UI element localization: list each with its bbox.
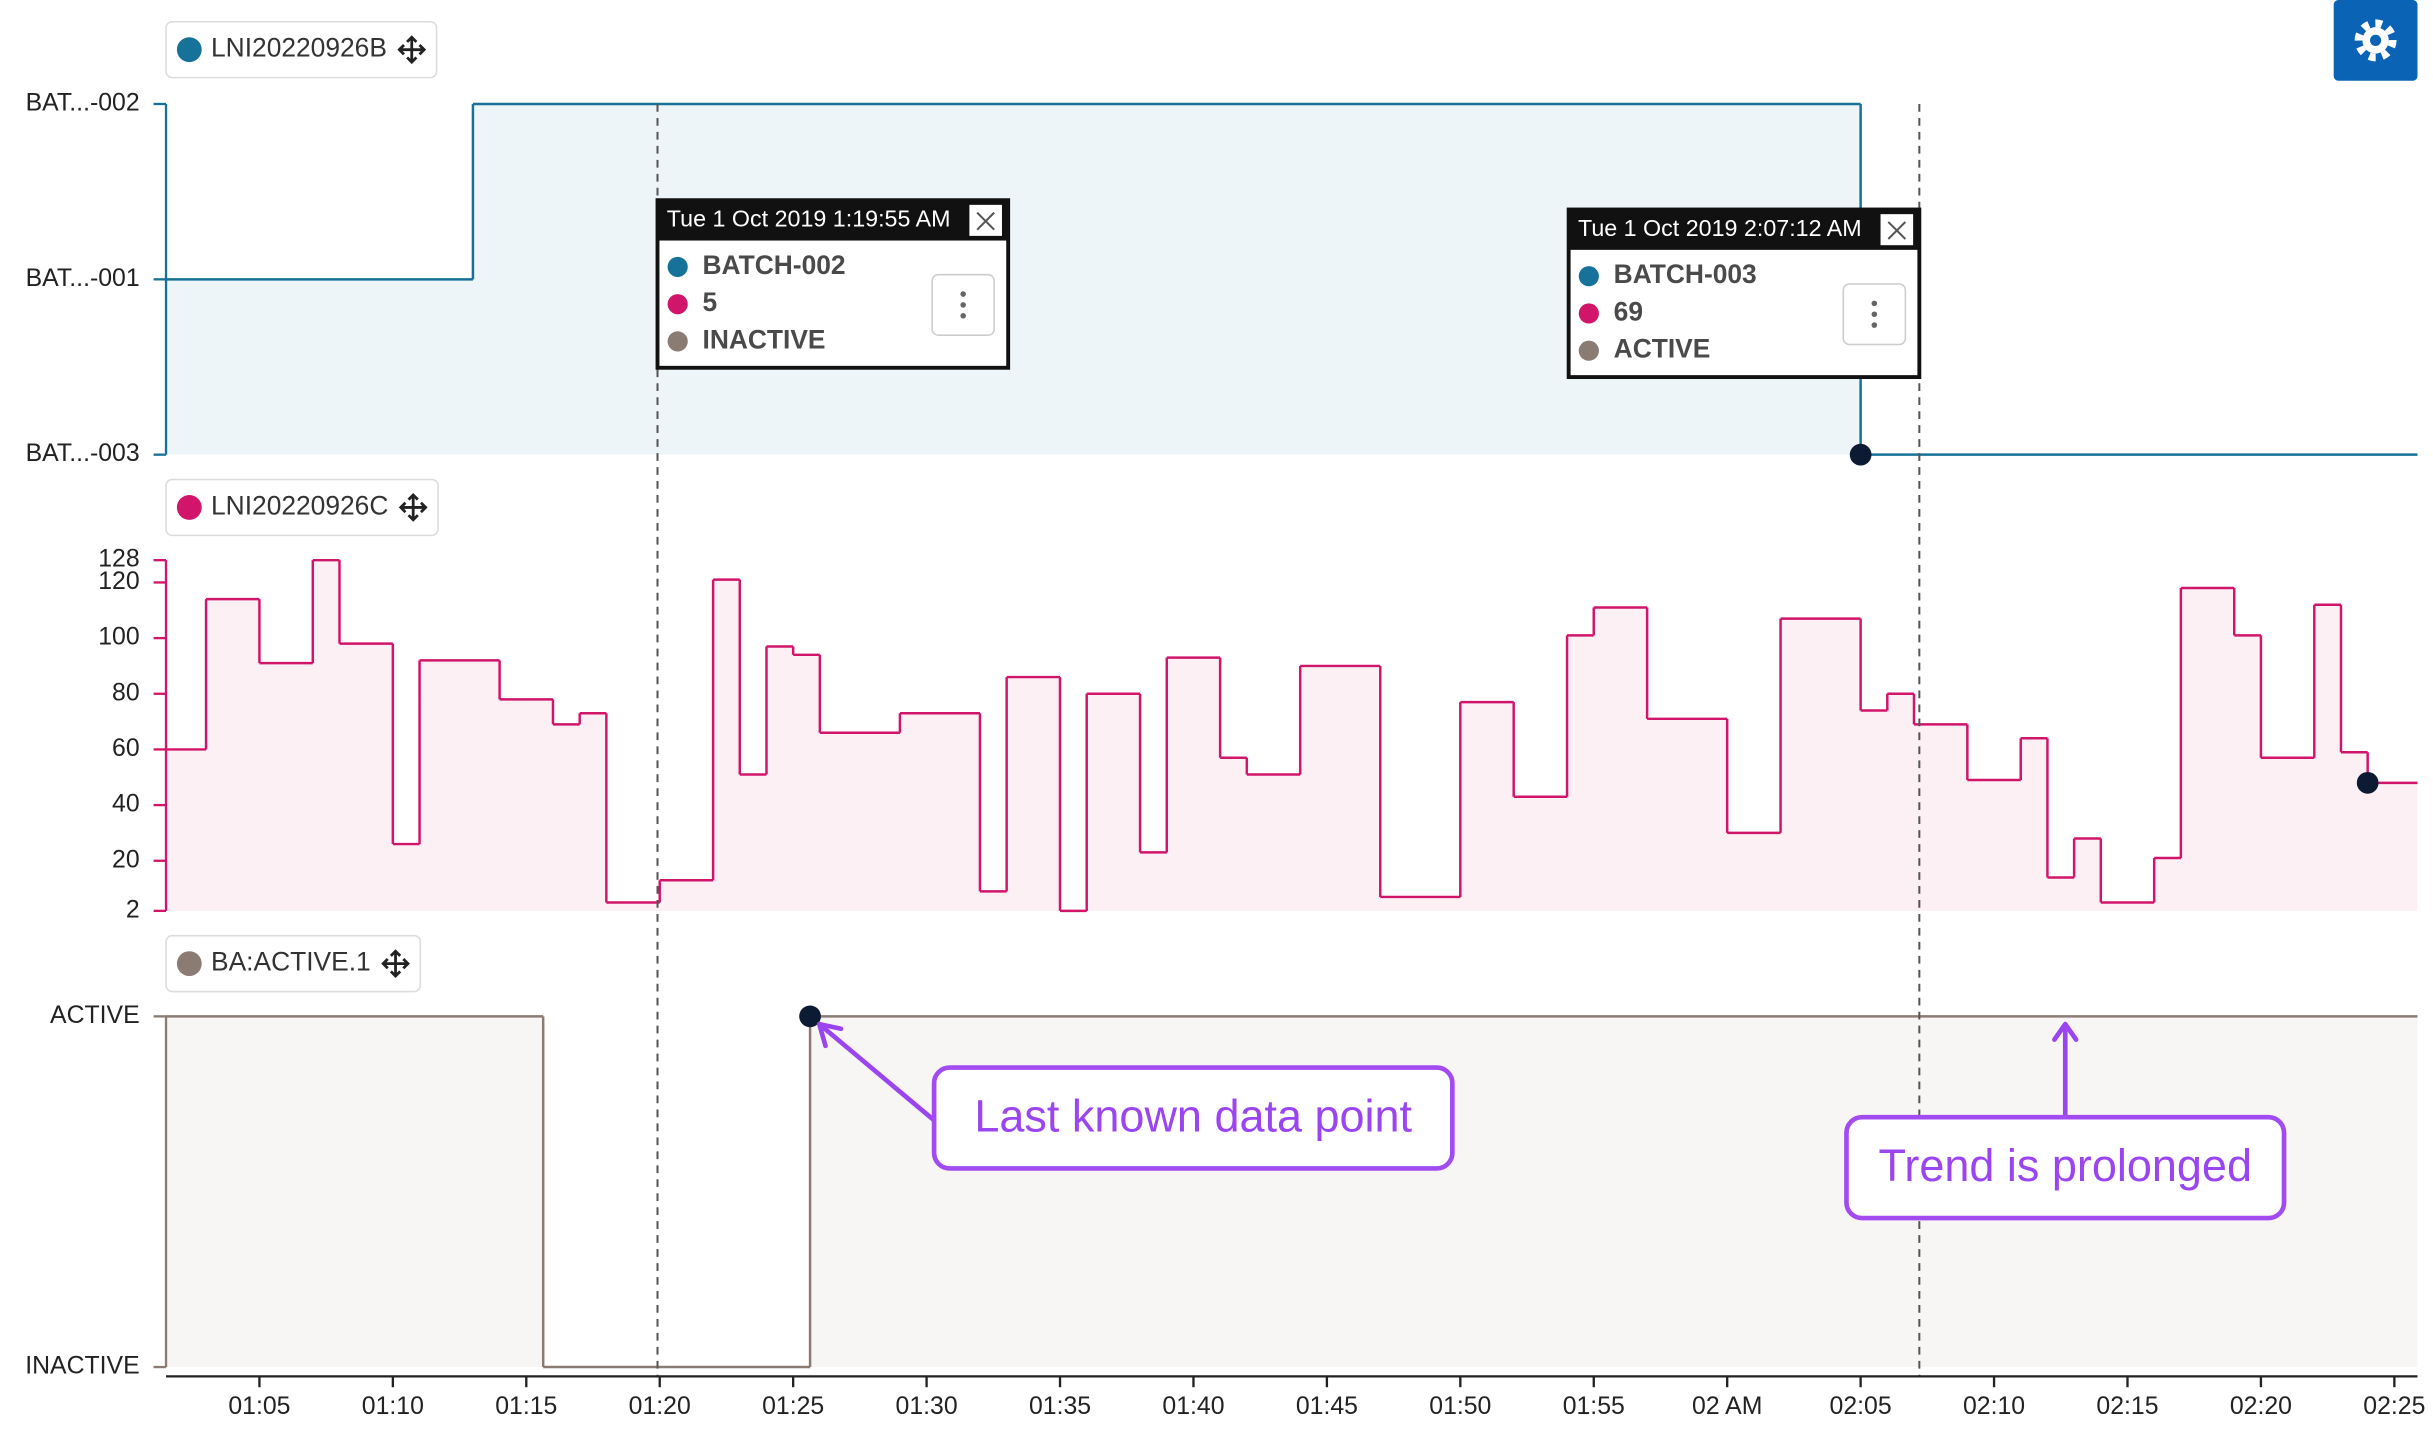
menu-dot [960, 313, 966, 319]
x-tick-label: 02:15 [2096, 1393, 2158, 1420]
legend-chip-bg [165, 478, 439, 537]
menu-dot [960, 302, 966, 308]
last-known-point [1849, 443, 1872, 466]
x-tick-label: 01:15 [495, 1393, 557, 1420]
tooltip-header [1568, 209, 1920, 250]
y-tick-label: INACTIVE [25, 1353, 139, 1380]
x-tick-label: 01:10 [362, 1393, 424, 1420]
x-tick-label: 01:20 [629, 1393, 691, 1420]
tooltip-value: BATCH-002 [703, 250, 846, 280]
legend-dot [176, 495, 202, 520]
step-riser [541, 1016, 812, 1368]
y-tick-label: 2 [126, 896, 140, 923]
x-tick-label: 02:10 [1963, 1393, 2025, 1420]
tooltip-dot [667, 256, 688, 278]
x-tick-label: 01:40 [1162, 1393, 1224, 1420]
move-icon[interactable] [381, 949, 410, 978]
tooltip: Tue 1 Oct 2019 2:07:12 AM BATCH-003 69 ACTI… [1566, 207, 1922, 380]
step-riser [204, 560, 2369, 911]
legend-label: LNI20220926B [211, 33, 387, 63]
y-tick-label: 20 [112, 846, 140, 873]
tooltip: Tue 1 Oct 2019 1:19:55 AM BATCH-002 5 INACT… [655, 198, 1011, 370]
tooltip-dot [1578, 340, 1599, 361]
annotation-box [931, 1065, 1455, 1171]
annotation: Trend is prolonged [1844, 1021, 2287, 1221]
x-tick-label: 01:05 [228, 1393, 290, 1420]
area-fill [166, 560, 2418, 911]
legend-dot [176, 951, 202, 977]
legend-dot [176, 37, 202, 63]
y-tick-label: 120 [98, 568, 139, 595]
tooltip-value: INACTIVE [703, 324, 826, 354]
menu-dot [1871, 300, 1878, 307]
legend-chip-bg [165, 934, 422, 993]
tooltip-title: Tue 1 Oct 2019 1:19:55 AM [667, 206, 951, 232]
tooltip-title: Tue 1 Oct 2019 2:07:12 AM [1578, 215, 1862, 241]
annotation-arrow [816, 1021, 937, 1123]
settings-button[interactable] [2333, 0, 2418, 81]
x-tick-label: 01:35 [1029, 1393, 1091, 1420]
last-known-point [799, 1005, 821, 1028]
y-tick-label: ACTIVE [50, 1002, 140, 1029]
x-tick-label: 01:45 [1296, 1393, 1358, 1420]
menu-dot [1871, 322, 1878, 328]
annotation-text: Trend is prolonged [1879, 1140, 2252, 1191]
close-icon[interactable] [1887, 221, 1907, 240]
y-tick-label: BAT...-001 [26, 265, 140, 292]
tooltip-value: BATCH-003 [1614, 259, 1757, 289]
x-tick-label: 01:55 [1563, 1393, 1625, 1420]
x-tick-label: 01:30 [896, 1393, 958, 1420]
tooltip-dot [1578, 266, 1599, 287]
close-icon[interactable] [976, 211, 995, 231]
legend-chip-bg [165, 20, 438, 79]
x-tick-label: 02:25 [2363, 1393, 2425, 1420]
tooltip-dot [1578, 303, 1599, 324]
x-tick-label: 01:50 [1429, 1393, 1491, 1420]
move-icon[interactable] [398, 493, 428, 522]
tooltip-dot [667, 294, 688, 315]
last-known-point [2356, 771, 2379, 794]
x-tick-label: 01:25 [762, 1393, 824, 1420]
x-tick-label: 02:20 [2230, 1393, 2292, 1420]
tooltip-value: ACTIVE [1614, 334, 1711, 364]
area-fill [166, 1016, 2418, 1368]
gear-teeth [2354, 19, 2397, 62]
y-tick-label: 128 [98, 546, 139, 573]
gear-hole [2370, 34, 2382, 46]
y-tick-label: BAT...-002 [26, 90, 140, 117]
move-icon[interactable] [397, 35, 427, 65]
line-layer [166, 102, 2418, 1369]
tooltip-header [657, 200, 1009, 241]
tooltip-dot [667, 331, 688, 352]
tooltip-value: 5 [703, 287, 718, 317]
overlay-layer: Tue 1 Oct 2019 1:19:55 AM BATCH-002 5 INACT… [655, 103, 2379, 1377]
legend-chip[interactable]: LNI20220926B [165, 20, 438, 79]
menu-dot [960, 291, 966, 297]
annotation-box [1844, 1114, 2287, 1221]
annotation-arrow [2052, 1021, 2079, 1120]
legend-chip[interactable]: LNI20220926C [165, 478, 439, 537]
x-tick-label: 02 AM [1692, 1393, 1762, 1420]
legend-label: BA:ACTIVE.1 [211, 947, 371, 977]
annotation: Last known data point [816, 1021, 1455, 1171]
area-fill [166, 103, 2418, 455]
menu-dot [1871, 311, 1878, 318]
annotation-text: Last known data point [974, 1090, 1412, 1141]
x-tick-label: 02:05 [1830, 1393, 1892, 1420]
y-tick-label: 60 [112, 735, 140, 762]
y-tick-label: 100 [98, 624, 139, 651]
y-tick-label: 80 [112, 679, 140, 706]
y-tick-label: 40 [112, 791, 140, 818]
y-tick-label: BAT...-003 [26, 440, 140, 467]
tooltip-value: 69 [1614, 296, 1643, 326]
legend-chip[interactable]: BA:ACTIVE.1 [165, 934, 422, 993]
legend-label: LNI20220926C [211, 490, 388, 520]
